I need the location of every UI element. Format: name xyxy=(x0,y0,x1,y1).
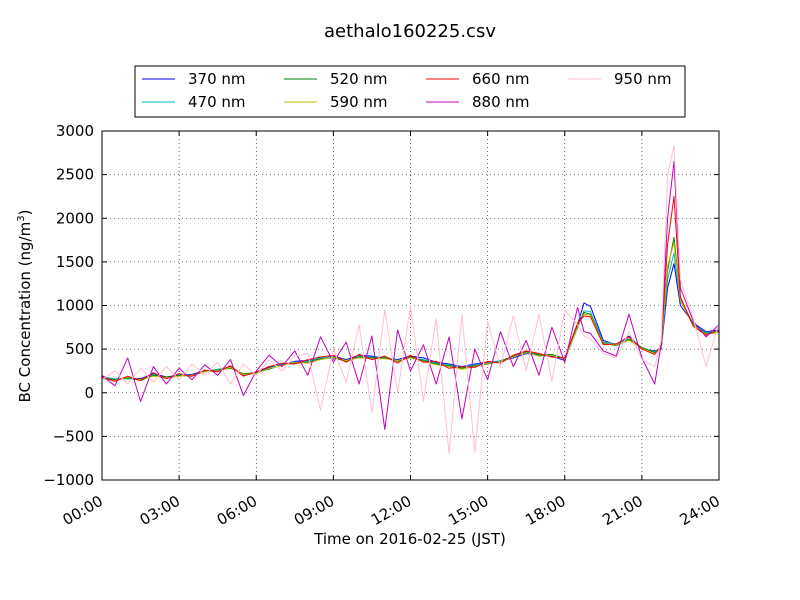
chart-title: aethalo160225.csv xyxy=(324,21,496,42)
legend-label: 520 nm xyxy=(330,70,388,88)
y-tick-label: −1000 xyxy=(43,471,94,489)
legend-item: 590 nm xyxy=(284,93,388,111)
y-tick-label: 2500 xyxy=(56,166,94,184)
legend-item: 950 nm xyxy=(568,70,672,88)
legend: 370 nm 470 nm 520 nm 590 nm 660 nm 880 nm 950 … xyxy=(134,65,686,118)
legend-label: 590 nm xyxy=(330,93,388,111)
legend-item: 520 nm xyxy=(284,70,388,88)
x-axis-label: Time on 2016-02-25 (JST) xyxy=(313,530,506,548)
legend-label: 880 nm xyxy=(472,93,530,111)
legend-box xyxy=(134,65,686,118)
legend-item: 880 nm xyxy=(426,93,530,111)
series-line-880-nm xyxy=(101,161,720,430)
y-axis-label-end: ) xyxy=(16,210,34,216)
legend-item: 370 nm xyxy=(142,70,246,88)
y-tick-label: 3000 xyxy=(56,122,94,140)
y-axis-label-main: BC Concentration (ng/m xyxy=(16,222,34,403)
legend-label: 470 nm xyxy=(188,93,246,111)
legend-entries: 370 nm 470 nm 520 nm 590 nm 660 nm 880 nm 950 … xyxy=(142,70,672,111)
legend-item: 470 nm xyxy=(142,93,246,111)
legend-item: 660 nm xyxy=(426,70,530,88)
legend-label: 950 nm xyxy=(614,70,672,88)
y-axis-label-superscript: 3 xyxy=(16,215,27,221)
y-axis-label: BC Concentration (ng/m3) xyxy=(16,210,34,403)
series-lines xyxy=(101,145,720,455)
series-line-950-nm xyxy=(101,145,720,455)
legend-label: 370 nm xyxy=(188,70,246,88)
y-tick-label: 1000 xyxy=(56,297,94,315)
legend-label: 660 nm xyxy=(472,70,530,88)
y-tick-label: 0 xyxy=(84,384,94,402)
y-tick-label: 2000 xyxy=(56,209,94,227)
y-tick-label: −500 xyxy=(53,427,94,445)
y-tick-label: 1500 xyxy=(56,253,94,271)
y-tick-label: 500 xyxy=(65,340,94,358)
